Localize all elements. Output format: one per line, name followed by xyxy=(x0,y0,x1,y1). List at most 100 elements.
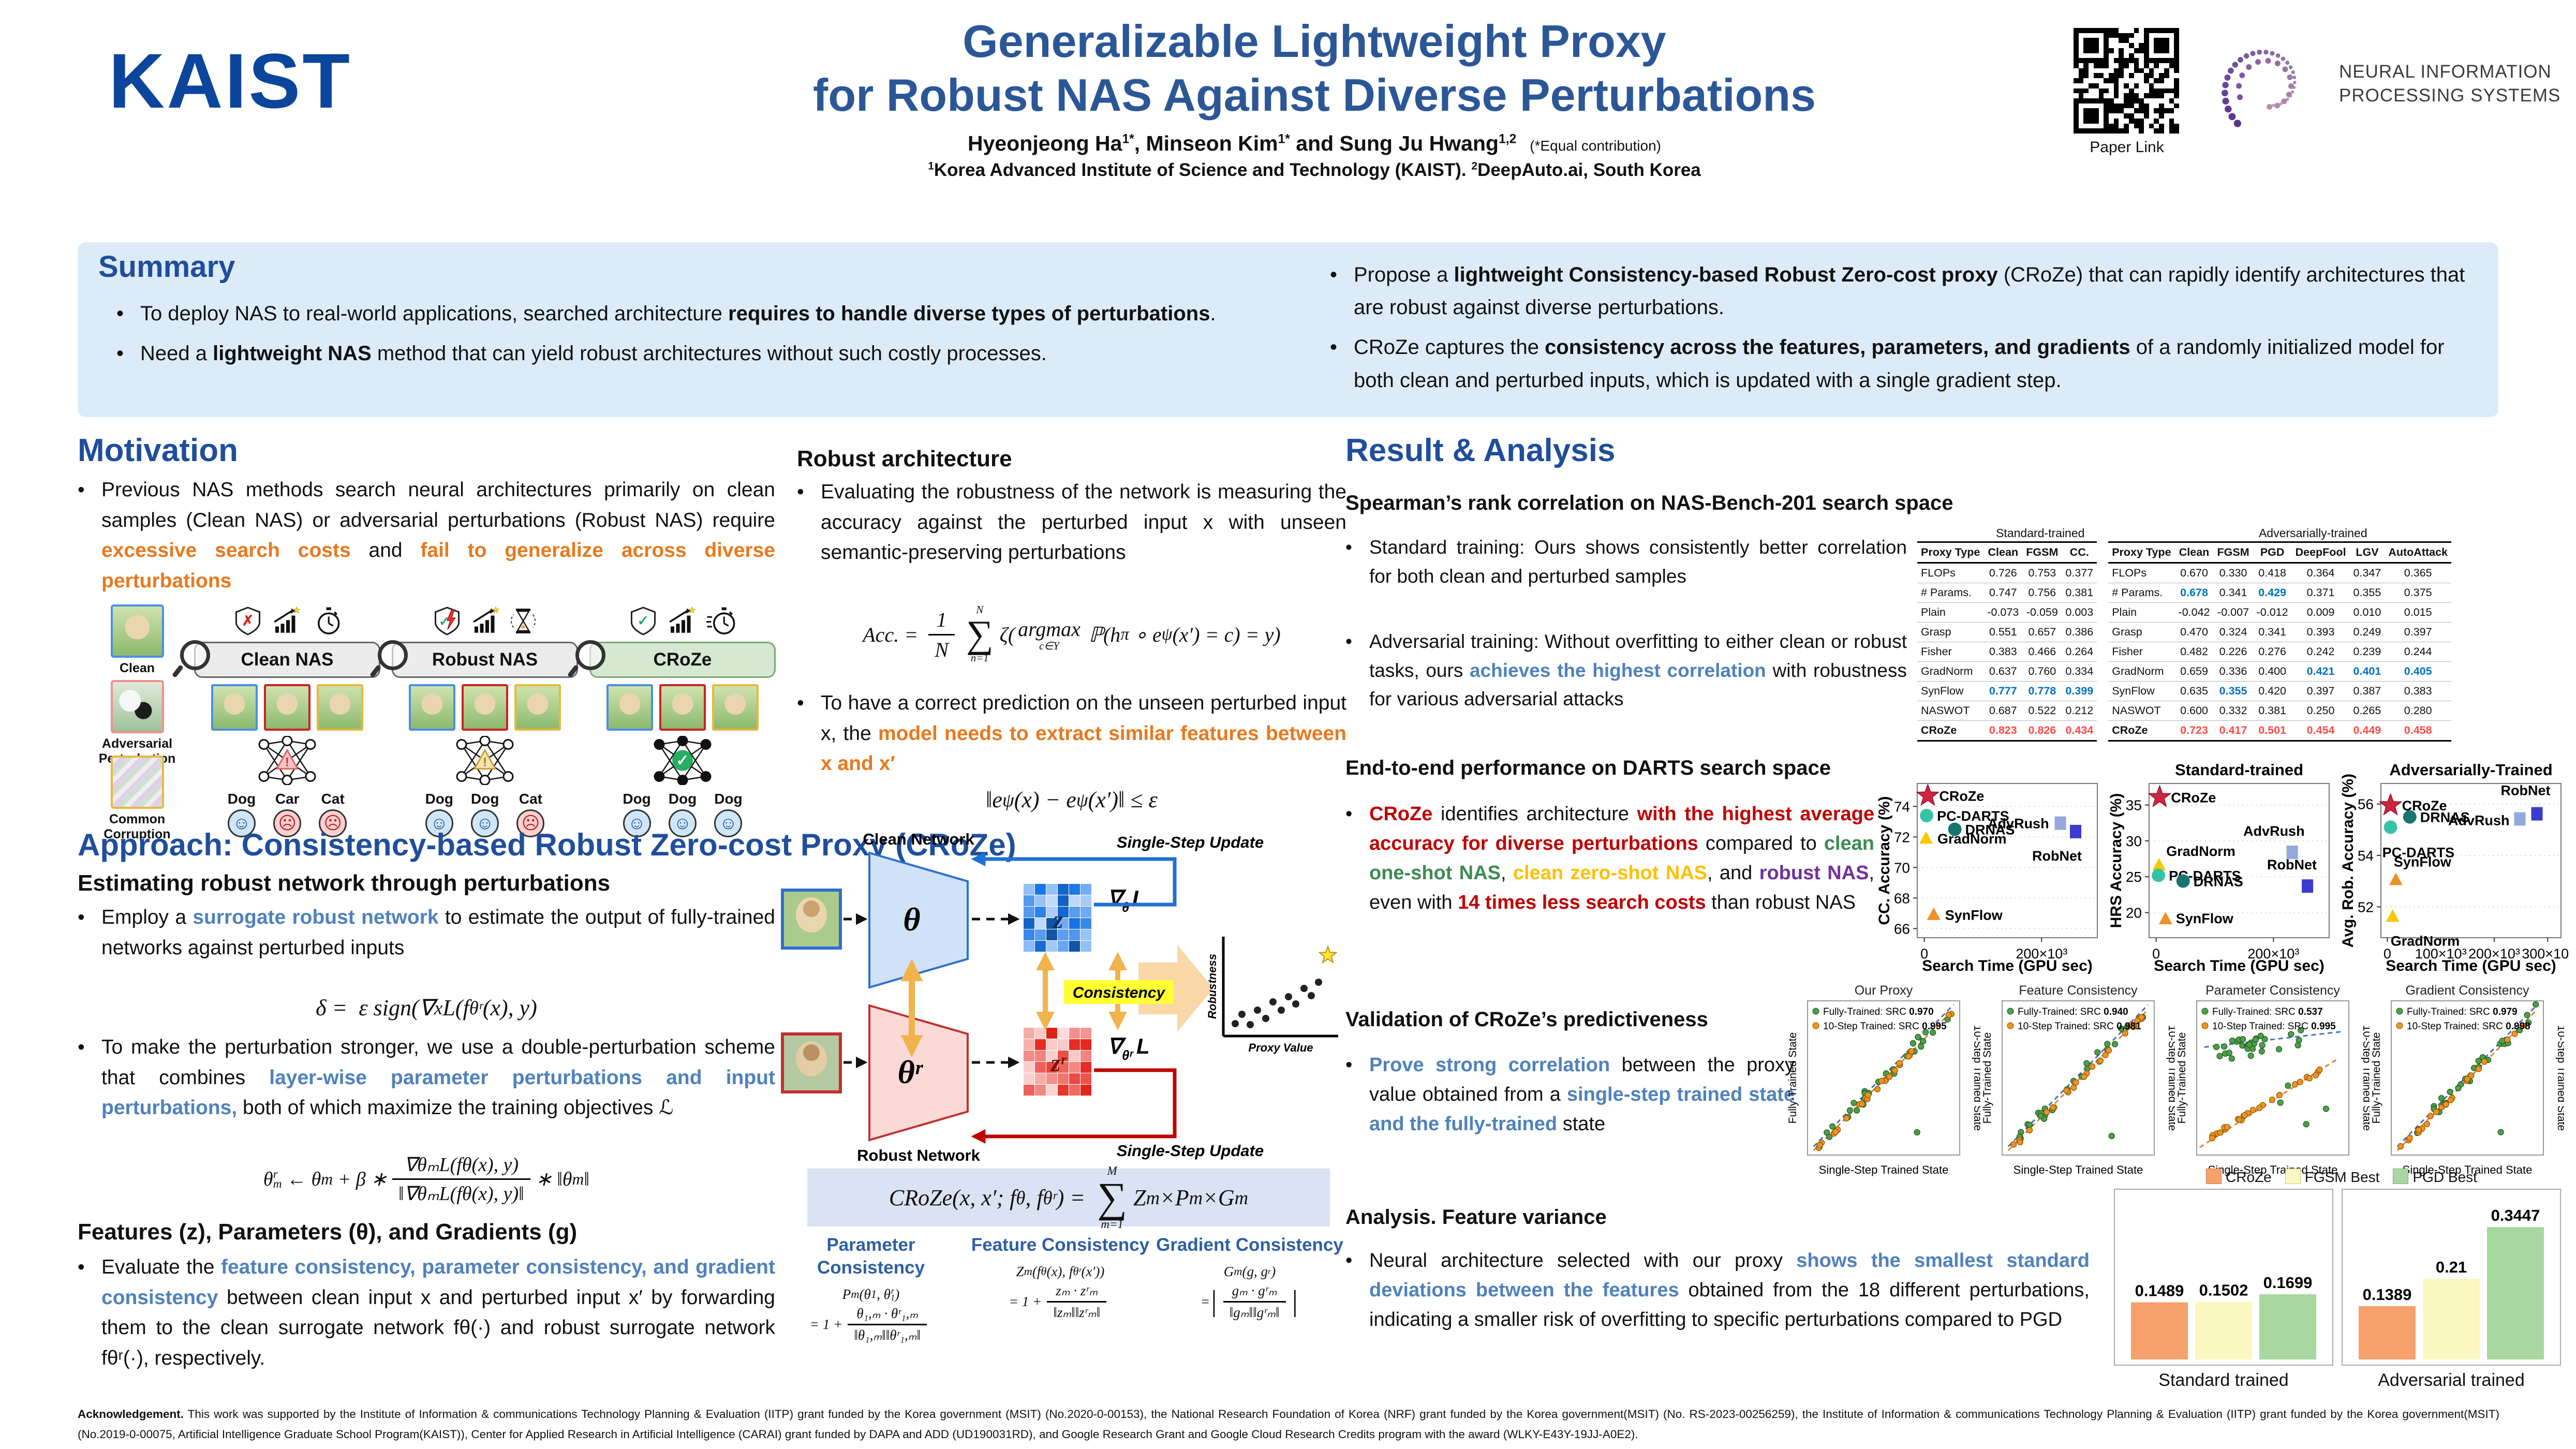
variance-legend: CRoZe FGSM Best PGD Best xyxy=(2114,1169,2569,1186)
chart-point-GradNorm xyxy=(2386,909,2400,922)
value-cell: 0.250 xyxy=(2291,701,2350,721)
neurips-text-line1: NEURAL INFORMATION xyxy=(2339,62,2552,82)
value-cell: 0.381 xyxy=(2062,583,2097,603)
chart-point-PC-DARTS xyxy=(2152,868,2166,882)
approach-bullet: Evaluate the feature consistency, parame… xyxy=(78,1252,775,1373)
chart-point-GradNorm xyxy=(2152,858,2166,871)
chart-up-icon xyxy=(473,606,500,633)
svg-text:Standard-trained: Standard-trained xyxy=(2175,761,2303,779)
value-cell: 0.393 xyxy=(2291,622,2350,642)
value-cell: 0.458 xyxy=(2385,720,2452,742)
authors-line: Hyeonjeong Ha1*, Minseon Kim1* and Sung … xyxy=(652,131,1977,156)
value-cell: 0.449 xyxy=(2349,720,2385,742)
chart-point-SynFlow xyxy=(2158,911,2172,924)
summary-bullet: To deploy NAS to real-world applications… xyxy=(116,298,1301,330)
summary-title: Summary xyxy=(98,250,235,284)
table-group-title: Adversarially-trained xyxy=(2174,525,2452,543)
validation-chart-gradient-consistency: Gradient Consistency Fully-Trained: SRC 0… xyxy=(2372,983,2564,1176)
proxy-name-cell: Grasp xyxy=(1917,622,1984,642)
value-cell: 0.015 xyxy=(2385,602,2452,623)
chart-point-CRoZe xyxy=(2378,792,2403,816)
approach-subheading-1: Estimating robust network through pertur… xyxy=(78,870,611,896)
proxy-name-cell: NASWOT xyxy=(2108,701,2175,721)
bar-FGSM Best xyxy=(2423,1279,2480,1359)
value-cell: 0.760 xyxy=(2022,661,2062,682)
value-cell: 0.397 xyxy=(2385,622,2452,642)
svg-text:Fully-Trained State: Fully-Trained State xyxy=(1982,1032,1993,1124)
value-cell: 0.826 xyxy=(2022,720,2062,742)
variance-panel: 0.1489 0.1502 0.1699 Standard trained xyxy=(2114,1189,2333,1391)
table-row: Plain -0.042 -0.007 -0.012 0.009 0.010 0.015 xyxy=(2108,602,2452,623)
theta-label: θ xyxy=(903,901,920,938)
delta-formula: δ = ε sign(∇ x L(f θʳ (x), y) xyxy=(316,995,537,1021)
svg-text:Fully-Trained: SRC 0.940: Fully-Trained: SRC 0.940 xyxy=(2018,1007,2128,1017)
proxy-name-cell: # Params. xyxy=(2108,583,2175,603)
table-header: DeepFool xyxy=(2291,542,2350,564)
svg-text:L: L xyxy=(1136,1034,1150,1058)
value-cell: 0.383 xyxy=(2385,681,2452,701)
proxy-name-cell: Fisher xyxy=(1917,642,1984,662)
validation-heading: Validation of CRoZe’s predictiveness xyxy=(1345,1008,1708,1031)
legend-swatch xyxy=(2285,1169,2301,1184)
approach-bullet-2: To make the perturbation stronger, we us… xyxy=(78,1032,775,1131)
consistency-label-bg xyxy=(1064,980,1174,1004)
chart-point-label: DRNAS xyxy=(2420,810,2470,825)
stopwatch-icon xyxy=(706,607,735,634)
motivation-paragraph: Previous NAS methods search neural archi… xyxy=(78,475,775,603)
summary-right-bullets: Propose a lightweight Consistency-based … xyxy=(1330,259,2484,404)
proxy-name-cell: Grasp xyxy=(2108,622,2175,642)
consistency-label: Consistency xyxy=(1073,984,1166,1001)
variance-bullet: Neural architecture selected with our pr… xyxy=(1345,1246,2090,1342)
spearman-bullet-1: Standard training: Ours shows consistent… xyxy=(1345,533,1907,598)
proxy-name-cell: GradNorm xyxy=(1917,661,1984,682)
robust-arch-bullet: To have a correct prediction on the unse… xyxy=(797,688,1346,779)
validation-chart-parameter-consistency: Parameter Consistency Fully-Trained: SRC … xyxy=(2177,983,2370,1176)
approach-title: Approach: Consistency-based Robust Zero-… xyxy=(78,827,1016,862)
stopwatch-icon xyxy=(318,607,340,634)
svg-text:Single-Step Trained State: Single-Step Trained State xyxy=(2403,1163,2533,1176)
sad-face-icon: ☹ xyxy=(273,809,302,837)
happy-face-icon: ☺ xyxy=(623,809,651,837)
nas-table: Standard-trained Proxy Type Clean FGSM CC. FL… xyxy=(1917,525,2097,742)
perturbed-sample-image xyxy=(409,684,455,731)
variance-group-label: Adversarial trained xyxy=(2378,1370,2525,1390)
svg-text:10-Step Trained: SRC 0.995: 10-Step Trained: SRC 0.995 xyxy=(2212,1021,2336,1032)
svg-text:10-Step Trained: SRC 0.995: 10-Step Trained: SRC 0.995 xyxy=(1823,1021,1947,1032)
perturbed-sample-image xyxy=(317,684,363,731)
summary-bullet: Need a lightweight NAS method that can y… xyxy=(116,337,1301,370)
chart-point-CRoZe xyxy=(2148,785,2172,807)
proxy-name-cell: FLOPs xyxy=(2108,563,2175,583)
validation-chart-feature-consistency: Feature Consistency Fully-Trained: SRC 0.… xyxy=(1982,983,2175,1176)
svg-text:Gradient Consistency: Gradient Consistency xyxy=(2405,983,2529,998)
chart-point-DRNAS xyxy=(2176,874,2190,888)
bar-value-label: 0.1502 xyxy=(2199,1281,2248,1299)
table-row: FLOPs 0.670 0.330 0.418 0.364 0.347 0.365 xyxy=(2108,563,2452,583)
proxy-name-cell: Plain xyxy=(2108,602,2175,623)
prediction: Dog ☺ xyxy=(669,791,697,837)
value-cell: 0.482 xyxy=(2174,642,2214,662)
svg-text:Fully-Trained: SRC 0.970: Fully-Trained: SRC 0.970 xyxy=(1823,1007,1934,1017)
table-row: # Params. 0.747 0.756 0.381 xyxy=(1917,583,2097,603)
svg-text:10-Step Trained: SRC 0.998: 10-Step Trained: SRC 0.998 xyxy=(2407,1021,2530,1032)
approach-bullet: Employ a surrogate robust network to est… xyxy=(78,903,775,963)
bar-PGD Best xyxy=(2487,1227,2544,1359)
qr-caption: Paper Link xyxy=(2090,139,2164,156)
perturbed-sample-image xyxy=(659,684,706,731)
value-cell: 0.405 xyxy=(2385,661,2452,682)
input-label: Common Corruption xyxy=(103,812,171,841)
table-row: Plain -0.073 -0.059 0.003 xyxy=(1917,602,2097,623)
happy-face-icon: ☺ xyxy=(669,809,697,837)
svg-text:!: ! xyxy=(285,756,289,770)
results-bullet: CRoZe identifies architecture with the h… xyxy=(1345,800,1874,918)
robust-arch-bullet-1: Evaluating the robustness of the network… xyxy=(797,477,1346,575)
bar-PGD Best xyxy=(2259,1294,2316,1359)
svg-text:Fully-Trained: SRC 0.979: Fully-Trained: SRC 0.979 xyxy=(2407,1007,2518,1017)
input-label: Clean xyxy=(119,661,155,675)
svg-text:Parameter Consistency: Parameter Consistency xyxy=(2205,983,2340,998)
table-header: CC. xyxy=(2062,542,2097,564)
value-cell: 0.466 xyxy=(2022,642,2062,662)
svg-text:54: 54 xyxy=(2358,848,2374,864)
method-column-croze: ✓ CRoZe ✓ Dog ☺ Dog ☺ Dog ☺ xyxy=(575,604,776,837)
theta-r-label: θʳ xyxy=(898,1054,924,1090)
